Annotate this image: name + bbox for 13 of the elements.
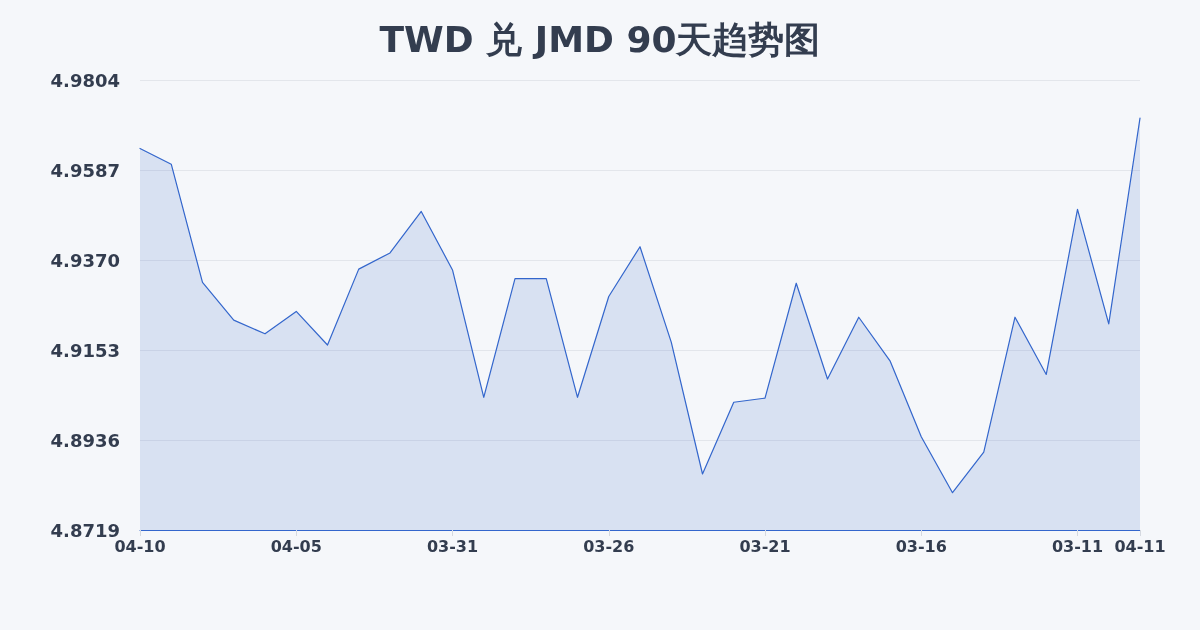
y-tick-label: 4.9370 [50, 249, 120, 271]
y-tick-label: 4.9587 [50, 159, 120, 181]
y-tick-label: 4.8936 [50, 429, 120, 451]
chart-title: TWD 兑 JMD 90天趋势图 [379, 18, 821, 60]
y-tick-label: 4.9153 [50, 339, 120, 361]
x-tick-label: 03-11 [1051, 536, 1104, 556]
x-tick-label: 03-16 [895, 536, 947, 556]
x-tick-label: 04-05 [270, 536, 322, 556]
x-tick-label: 03-31 [426, 536, 479, 556]
x-tick-label: 03-26 [583, 536, 635, 556]
x-tick-label: 04-11 [1114, 536, 1166, 556]
x-tick-label: 03-21 [739, 536, 791, 556]
y-tick-label: 4.9804 [50, 69, 120, 91]
